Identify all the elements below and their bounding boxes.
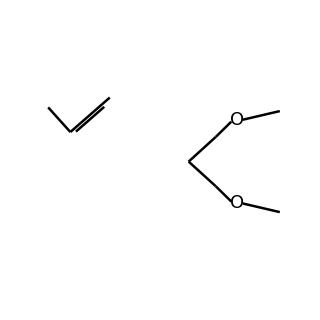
Text: O: O bbox=[230, 111, 244, 129]
Text: O: O bbox=[230, 195, 244, 212]
